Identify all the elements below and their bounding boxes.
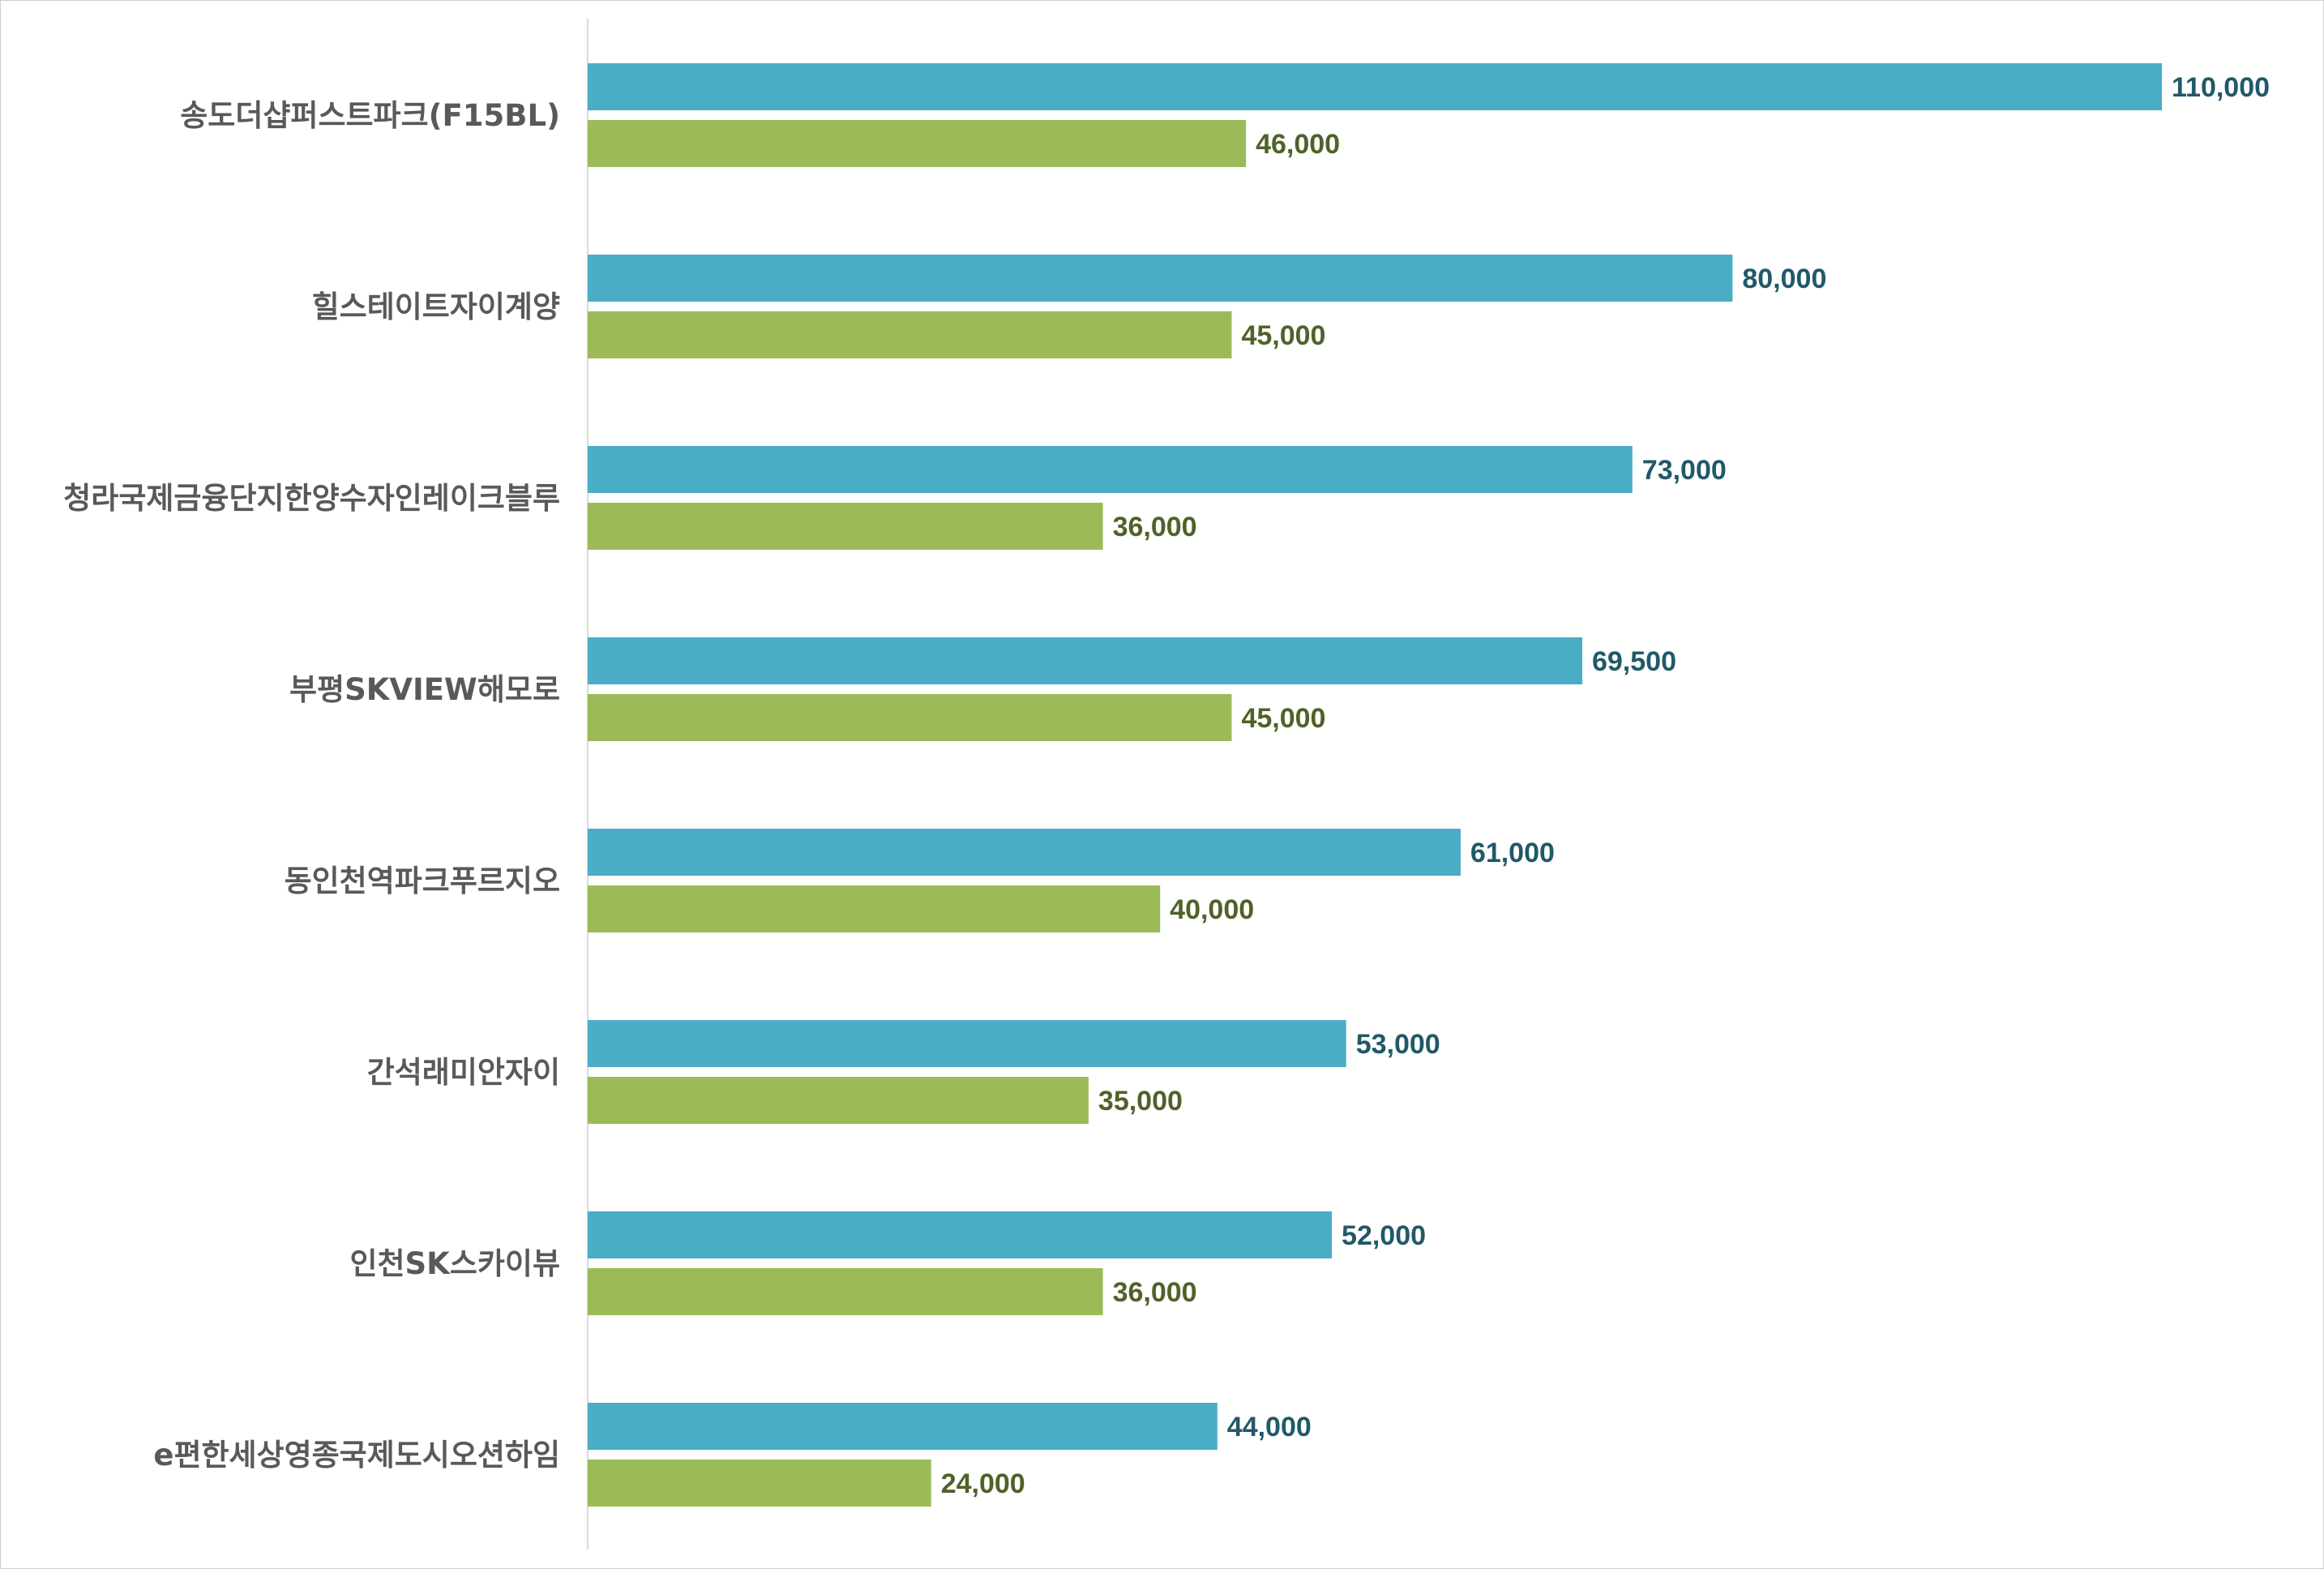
data-label: 24,000 bbox=[941, 1468, 1025, 1499]
bar-series-1 bbox=[588, 255, 1733, 302]
category-label: 인천SK스카이뷰 bbox=[349, 1246, 560, 1281]
data-label: 36,000 bbox=[1113, 1277, 1197, 1308]
data-label: 35,000 bbox=[1098, 1086, 1183, 1117]
bar-series-1 bbox=[588, 446, 1633, 493]
data-label: 61,000 bbox=[1470, 838, 1555, 868]
bar-series-2 bbox=[588, 885, 1161, 932]
data-label: 73,000 bbox=[1642, 455, 1727, 486]
bar-series-2 bbox=[588, 503, 1103, 550]
category-label: 청라국제금융단지한양수자인레이크블루 bbox=[63, 481, 560, 516]
bar-series-2 bbox=[588, 1077, 1089, 1124]
data-label: 110,000 bbox=[2172, 72, 2270, 103]
category-label: 간석래미안자이 bbox=[367, 1055, 560, 1090]
bar-series-2 bbox=[588, 1268, 1103, 1315]
data-label: 45,000 bbox=[1241, 320, 1325, 351]
bar-series-1 bbox=[588, 1403, 1218, 1450]
data-label: 44,000 bbox=[1227, 1412, 1312, 1443]
bar-series-1 bbox=[588, 1020, 1346, 1067]
category-label: 부평SKVIEW해모로 bbox=[289, 672, 560, 707]
bar-series-1 bbox=[588, 63, 2162, 110]
category-label: 동인천역파크푸르지오 bbox=[285, 864, 560, 898]
data-label: 52,000 bbox=[1342, 1220, 1426, 1251]
bar-series-2 bbox=[588, 311, 1232, 358]
bar-series-1 bbox=[588, 829, 1461, 876]
data-label: 36,000 bbox=[1113, 512, 1197, 542]
data-label: 80,000 bbox=[1742, 264, 1826, 294]
bar-series-2 bbox=[588, 1460, 931, 1507]
data-label: 40,000 bbox=[1170, 894, 1254, 925]
data-label: 46,000 bbox=[1256, 129, 1340, 160]
bar-series-1 bbox=[588, 637, 1582, 684]
bar-series-1 bbox=[588, 1211, 1333, 1258]
bar-series-2 bbox=[588, 694, 1232, 741]
data-label: 45,000 bbox=[1241, 703, 1325, 734]
data-label: 53,000 bbox=[1356, 1029, 1440, 1060]
category-label: 송도더샵퍼스트파크(F15BL) bbox=[180, 98, 560, 133]
category-label: 힐스테이트자이계양 bbox=[312, 289, 560, 324]
data-label: 69,500 bbox=[1592, 646, 1676, 677]
bar-series-2 bbox=[588, 120, 1247, 167]
category-label: e편한세상영종국제도시오션하임 bbox=[153, 1438, 560, 1473]
